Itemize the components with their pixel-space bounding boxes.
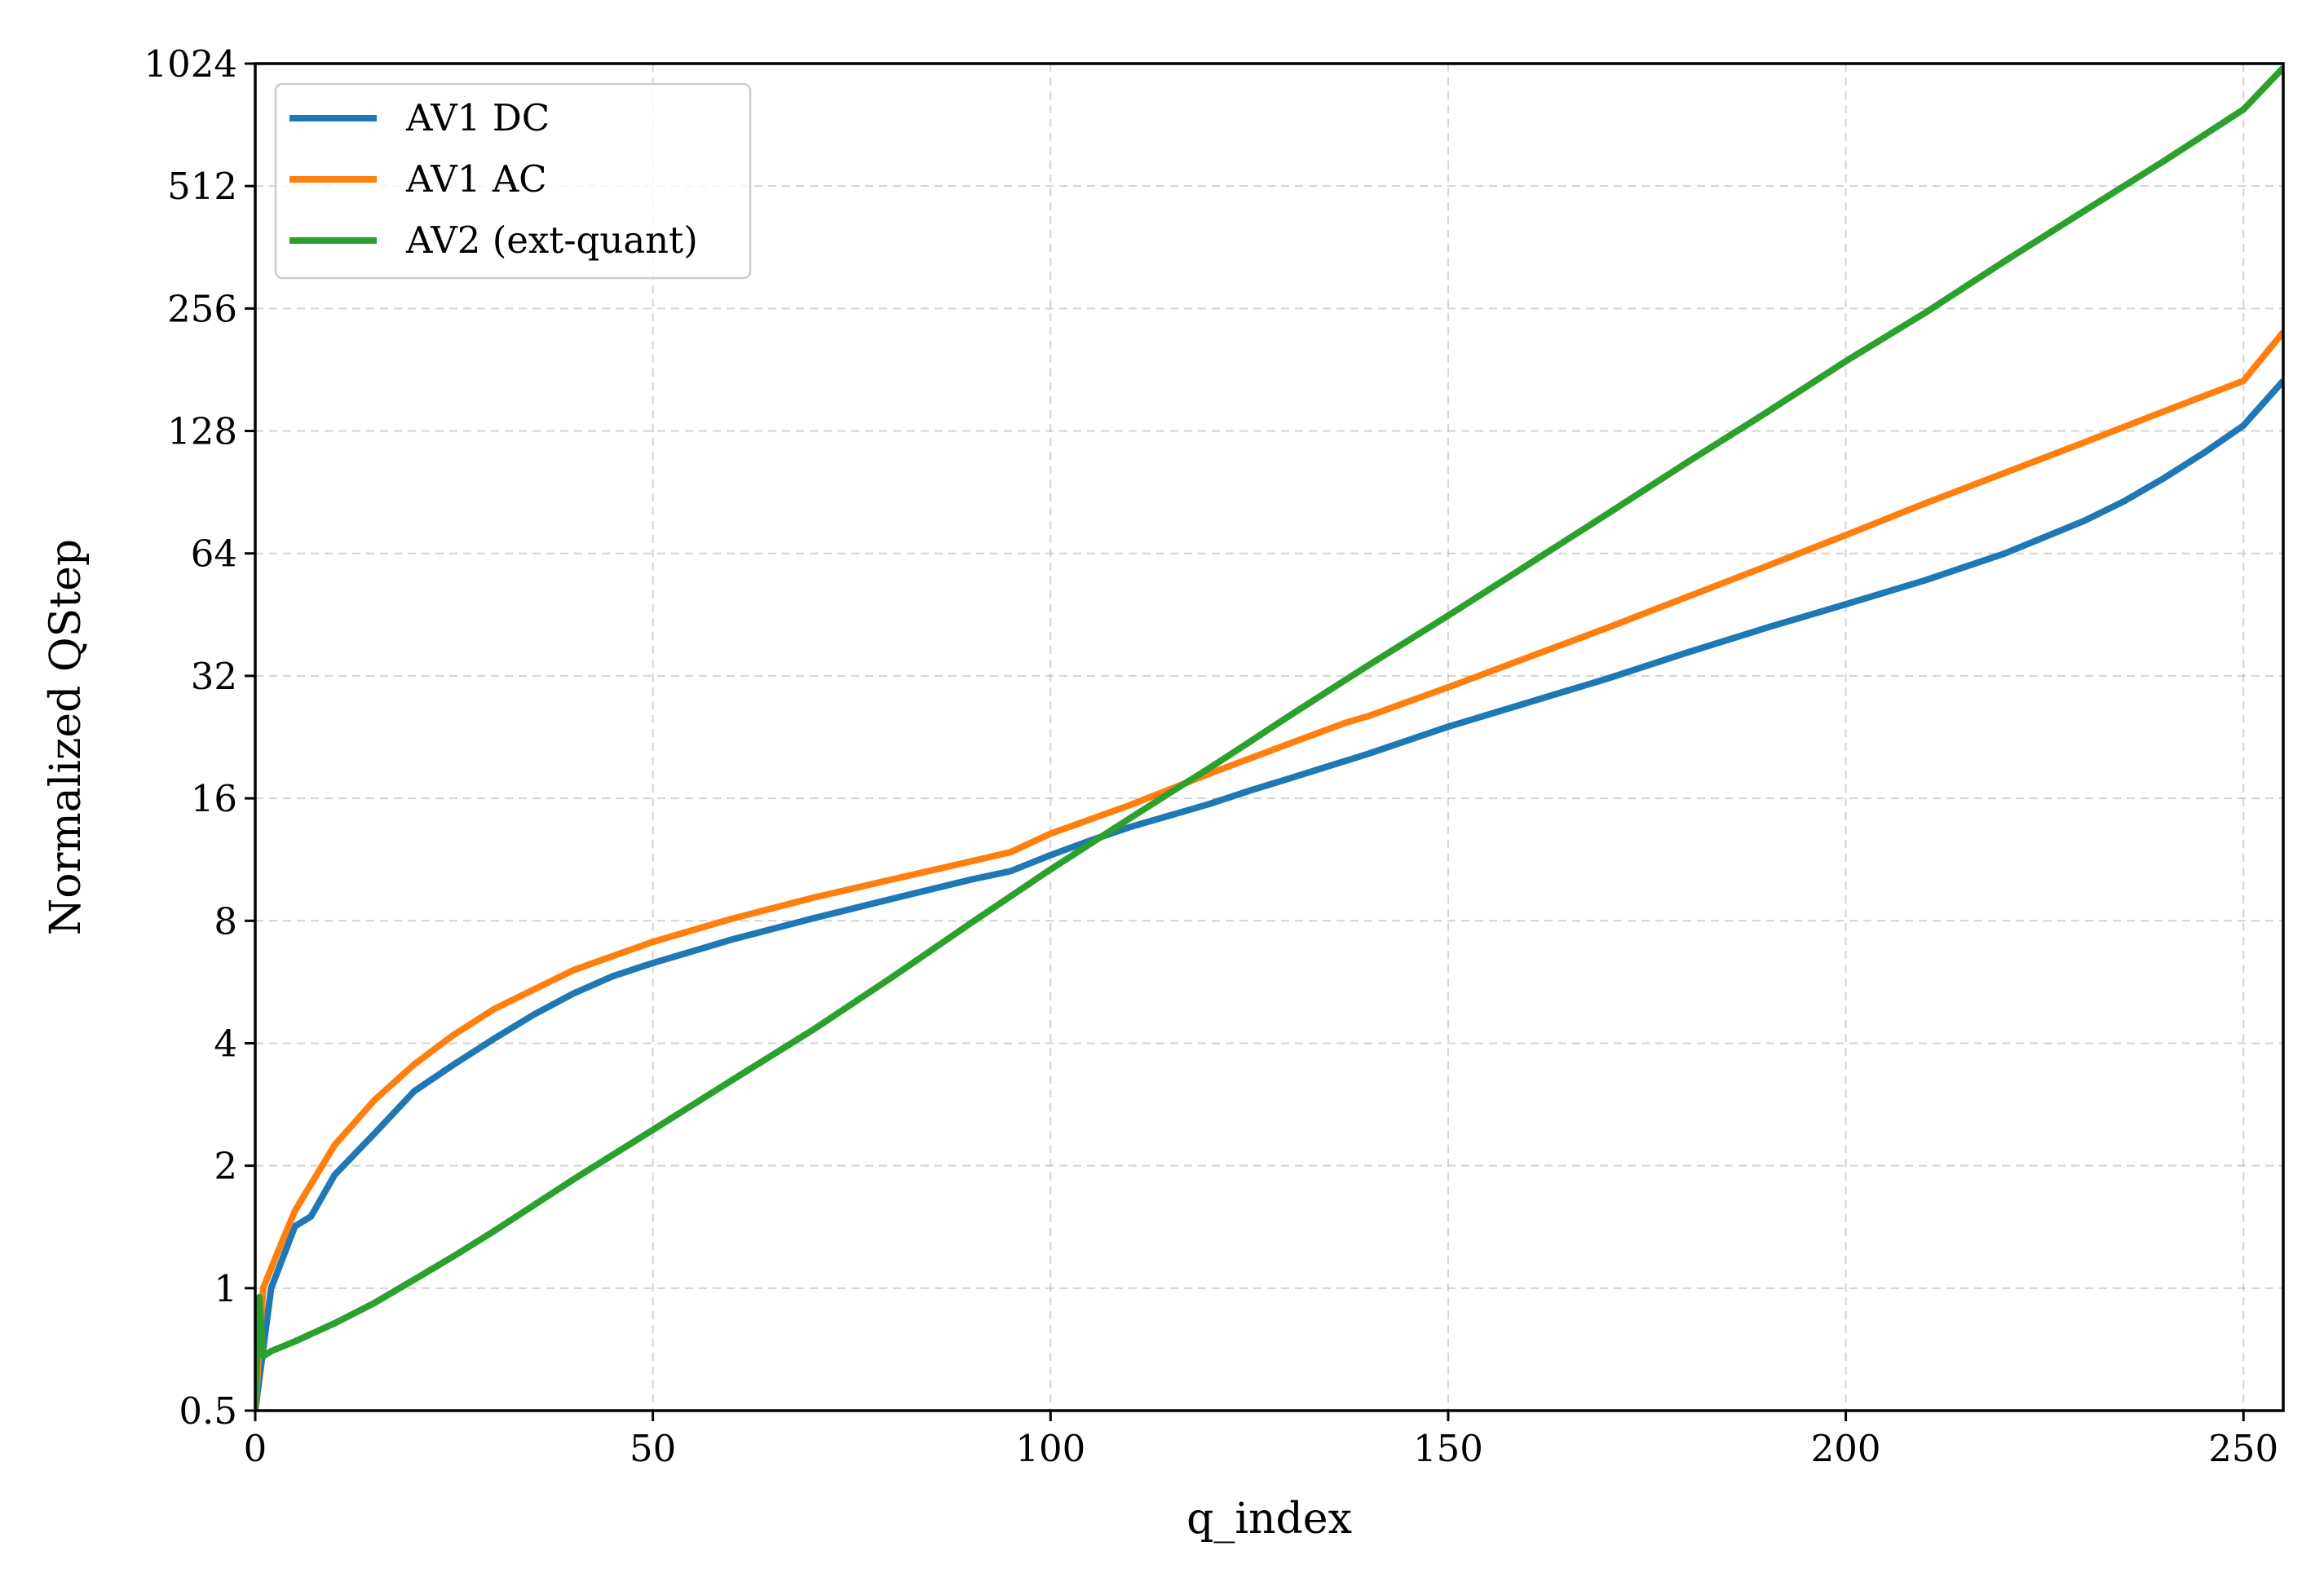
y-axis: 0.5 1 2 4 8 16 32 64 128 256 512 1024	[144, 42, 255, 1433]
series-layer	[255, 65, 2283, 1411]
x-axis: 0 50 100 150 200 250	[244, 1411, 2278, 1470]
x-tick-label: 150	[1413, 1427, 1483, 1470]
y-tick-label: 4	[214, 1022, 237, 1065]
x-tick-label: 250	[2208, 1427, 2278, 1470]
series-line-2	[255, 329, 2283, 1411]
y-tick-label: 16	[191, 777, 237, 820]
y-tick-label: 32	[191, 655, 237, 698]
legend-label: AV1 AC	[405, 157, 547, 201]
y-axis-label: Normalized QStep	[42, 539, 91, 935]
y-tick-label: 8	[214, 899, 237, 943]
x-tick-label: 100	[1015, 1427, 1085, 1470]
x-tick-label: 50	[630, 1427, 676, 1470]
y-tick-label: 64	[191, 532, 237, 576]
y-tick-label: 256	[167, 287, 237, 330]
legend-box	[274, 82, 752, 280]
y-tick-label: 512	[167, 165, 237, 208]
y-tick-label: 2	[214, 1145, 237, 1188]
legend-label: AV2 (ext-quant)	[405, 219, 698, 262]
x-tick-label: 200	[1811, 1427, 1881, 1470]
y-tick-label: 1	[214, 1267, 237, 1310]
x-axis-label: q_index	[1186, 1495, 1352, 1544]
y-tick-label: 128	[167, 410, 237, 453]
x-tick-label: 0	[244, 1427, 267, 1470]
y-tick-label: 0.5	[179, 1389, 237, 1433]
legend-label: AV1 DC	[405, 96, 550, 139]
plot-frame	[254, 62, 2285, 1412]
series-line-3	[255, 65, 2283, 1411]
legend: AV1 DC AV1 AC AV2 (ext-quant)	[274, 82, 752, 280]
y-tick-label: 1024	[144, 42, 237, 86]
